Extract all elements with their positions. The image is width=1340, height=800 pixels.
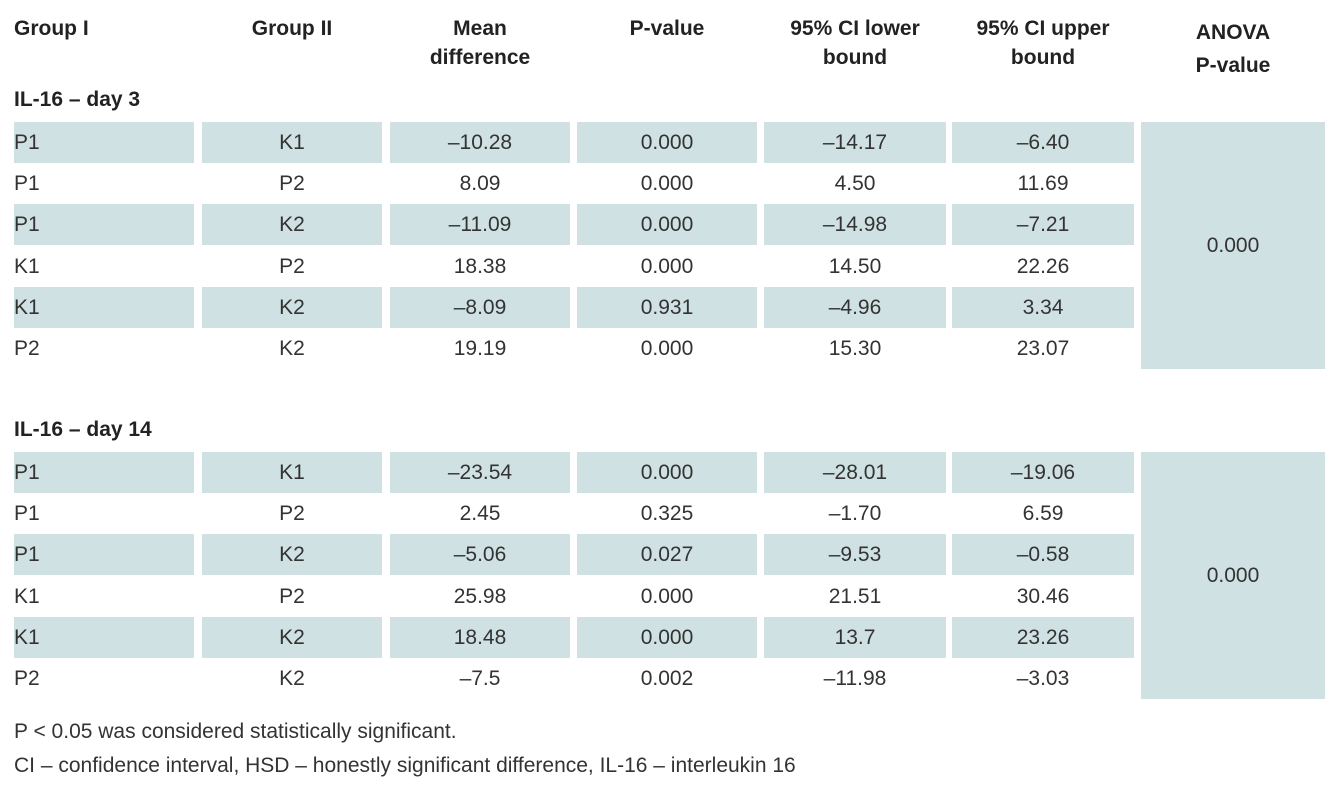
ci-upper-cell: 23.26 (952, 616, 1134, 658)
header-anova: ANOVA P-value (1141, 16, 1325, 82)
group-ii-cell: K2 (202, 534, 382, 576)
section-title: IL-16 – day 3 (14, 88, 141, 111)
group-i-cell: P1 (14, 172, 40, 196)
mean-difference-cell: –5.06 (390, 534, 570, 576)
ci-lower-cell: –28.01 (764, 452, 946, 493)
ci-lower-cell: –14.17 (764, 122, 946, 163)
anova-p-value-cell: 0.000 (1141, 452, 1325, 699)
ci-lower-cell: –1.70 (828, 502, 882, 526)
group-ii-cell: K2 (202, 286, 382, 328)
ci-lower-cell: 14.50 (828, 254, 882, 278)
anova-p-value-cell: 0.000 (1141, 122, 1325, 369)
group-ii-cell: K2 (279, 337, 305, 360)
header-group-ii: Group II (251, 17, 333, 40)
p-value-cell: 0.027 (577, 534, 757, 576)
header-ci-lower-line2: bound (822, 46, 888, 69)
ci-lower-cell: 21.51 (828, 584, 882, 608)
group-ii-cell: K1 (202, 452, 382, 493)
ci-upper-cell: 23.07 (1016, 337, 1070, 360)
mean-difference-cell: –8.09 (390, 286, 570, 328)
ci-lower-cell: –14.98 (764, 204, 946, 246)
group-i-cell: P1 (14, 534, 194, 576)
mean-difference-cell: 19.19 (453, 337, 507, 360)
group-ii-cell: P2 (279, 502, 305, 526)
header-anova-line1: ANOVA (1195, 21, 1271, 44)
ci-lower-cell: –11.98 (823, 667, 887, 690)
mean-difference-cell: –10.28 (390, 122, 570, 163)
header-ci-upper-line2: bound (1010, 46, 1076, 69)
ci-upper-cell: –7.21 (952, 204, 1134, 246)
group-i-cell: P1 (14, 204, 194, 246)
group-ii-cell: K2 (202, 204, 382, 246)
group-i-cell: P2 (14, 337, 40, 360)
group-ii-cell: P2 (279, 254, 305, 278)
p-value-cell: 0.000 (640, 584, 694, 608)
p-value-cell: 0.000 (577, 452, 757, 493)
group-i-cell: K1 (14, 584, 40, 608)
p-value-cell: 0.000 (577, 616, 757, 658)
group-i-cell: P1 (14, 502, 40, 526)
mean-difference-cell: 2.45 (459, 502, 501, 526)
mean-difference-cell: 18.38 (453, 254, 507, 278)
p-value-cell: 0.325 (640, 502, 694, 526)
group-i-cell: K1 (14, 286, 194, 328)
p-value-cell: 0.000 (577, 122, 757, 163)
header-mean-difference-line1: Mean (453, 17, 507, 40)
ci-upper-cell: 6.59 (1022, 502, 1064, 526)
p-value-cell: 0.931 (577, 286, 757, 328)
group-ii-cell: K2 (279, 667, 305, 690)
mean-difference-cell: 25.98 (453, 584, 507, 608)
significance-note: P < 0.05 was considered statistically si… (14, 720, 457, 743)
ci-upper-cell: 22.26 (1016, 254, 1070, 278)
group-i-cell: K1 (14, 616, 194, 658)
ci-upper-cell: –19.06 (952, 452, 1134, 493)
p-value-cell: 0.000 (640, 254, 694, 278)
header-ci-upper: 95% CI upper bound (952, 14, 1134, 72)
mean-difference-cell: 8.09 (459, 172, 501, 196)
header-group-i: Group I (14, 17, 89, 40)
ci-upper-cell: 3.34 (952, 286, 1134, 328)
ci-lower-cell: –4.96 (764, 286, 946, 328)
group-i-cell: P1 (14, 122, 194, 163)
ci-lower-cell: –9.53 (764, 534, 946, 576)
ci-upper-cell: –3.03 (1016, 667, 1070, 690)
p-value-cell: 0.002 (640, 667, 694, 690)
ci-lower-cell: 13.7 (764, 616, 946, 658)
anova-p-value: 0.000 (1206, 563, 1260, 587)
ci-upper-cell: 30.46 (1016, 584, 1070, 608)
group-ii-cell: P2 (279, 172, 305, 196)
ci-upper-cell: 11.69 (1017, 172, 1069, 196)
anova-p-value: 0.000 (1206, 233, 1260, 257)
p-value-cell: 0.000 (577, 204, 757, 246)
mean-difference-cell: 18.48 (390, 616, 570, 658)
group-ii-cell: K1 (202, 122, 382, 163)
header-mean-difference: Mean difference (390, 14, 570, 72)
header-mean-difference-line2: difference (429, 46, 531, 69)
mean-difference-cell: –23.54 (390, 452, 570, 493)
section-title: IL-16 – day 14 (14, 418, 152, 441)
ci-upper-cell: –0.58 (952, 534, 1134, 576)
group-ii-cell: K2 (202, 616, 382, 658)
header-ci-upper-line1: 95% CI upper (976, 17, 1110, 40)
header-anova-line2: P-value (1195, 54, 1271, 77)
group-i-cell: P1 (14, 452, 194, 493)
ci-lower-cell: 4.50 (834, 172, 876, 196)
p-value-cell: 0.000 (640, 337, 694, 360)
group-i-cell: P2 (14, 667, 40, 690)
mean-difference-cell: –11.09 (390, 204, 570, 246)
abbreviations-note: CI – confidence interval, HSD – honestly… (14, 754, 796, 777)
header-ci-lower-line1: 95% CI lower (790, 17, 920, 40)
group-i-cell: K1 (14, 254, 40, 278)
header-ci-lower: 95% CI lower bound (764, 14, 946, 72)
mean-difference-cell: –7.5 (459, 667, 501, 690)
ci-lower-cell: 15.30 (828, 337, 882, 360)
group-ii-cell: P2 (279, 584, 305, 608)
header-p-value: P-value (629, 17, 705, 40)
ci-upper-cell: –6.40 (952, 122, 1134, 163)
p-value-cell: 0.000 (640, 172, 694, 196)
